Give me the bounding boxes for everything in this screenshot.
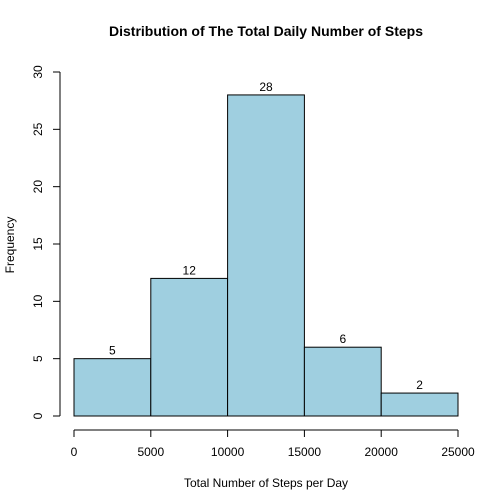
x-tick-label-4: 20000: [365, 445, 399, 459]
y-tick-label-0: 0: [31, 412, 45, 419]
y-axis-label: Frequency: [3, 217, 17, 274]
x-tick-label-3: 15000: [288, 445, 322, 459]
y-tick-label-5: 25: [31, 122, 45, 136]
bar-2: [227, 94, 305, 417]
x-tick-label-1: 5000: [137, 445, 164, 459]
x-axis: 0 5000 10000 15000 20000 25000: [71, 429, 475, 459]
y-tick-label-2: 10: [31, 294, 45, 308]
x-tick-label-0: 0: [71, 445, 78, 459]
y-tick-label-4: 20: [31, 180, 45, 194]
y-axis: 0 5 10 15 20 25 30: [31, 65, 61, 419]
y-tick-label-6: 30: [31, 65, 45, 79]
data-labels-group: 5 12 28 6 2: [109, 80, 423, 392]
bar-4: [380, 392, 459, 417]
bar-value-label-4: 2: [416, 378, 423, 392]
y-tick-label-1: 5: [31, 355, 45, 362]
bar-value-label-1: 12: [183, 263, 197, 277]
x-tick-label-2: 10000: [211, 445, 245, 459]
bar-3: [303, 346, 382, 417]
bar-value-label-3: 6: [339, 332, 346, 346]
chart-title: Distribution of The Total Daily Number o…: [109, 23, 423, 39]
y-tick-label-3: 15: [31, 237, 45, 251]
bar-value-label-0: 5: [109, 344, 116, 358]
bar-1: [150, 277, 229, 417]
x-tick-label-5: 25000: [441, 445, 475, 459]
x-axis-label: Total Number of Steps per Day: [184, 476, 348, 490]
bar-0: [73, 358, 152, 417]
bar-value-label-2: 28: [259, 80, 273, 94]
bars-group: [73, 94, 459, 417]
